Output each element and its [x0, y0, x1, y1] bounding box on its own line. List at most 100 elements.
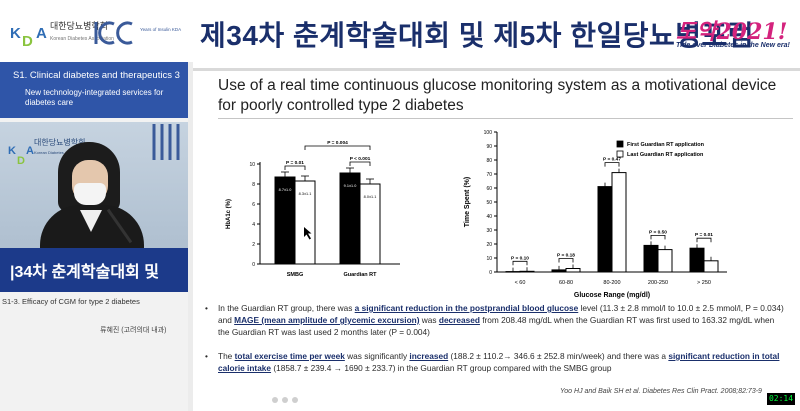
- y-tick-label: 0: [489, 270, 492, 276]
- significance-bracket: [604, 162, 620, 167]
- legend-swatch: [616, 150, 624, 158]
- significance-bracket: [284, 165, 306, 170]
- p-value-label: P = 0.18: [557, 253, 575, 259]
- x-category-label: < 60: [515, 280, 526, 286]
- kda-name: 대한당뇨병학회 Korean Diabetes Association: [50, 21, 114, 42]
- time-spent-chart: 0 10 20 30 40 50 60 70 80 90 100 Time Spent (%) Gluc…: [464, 130, 727, 299]
- bullet-dot: •: [205, 303, 208, 313]
- bar: [643, 244, 659, 273]
- bar: [519, 270, 535, 273]
- speaker-mask: [74, 183, 106, 205]
- y-tick-label: 10: [486, 256, 492, 262]
- svg-text:D: D: [17, 155, 25, 166]
- control-dot-icon[interactable]: [272, 397, 278, 403]
- svg-text:D: D: [22, 33, 33, 48]
- p-value-label: P = 0.01: [695, 232, 713, 238]
- icd-subtitle: Years of Insulin KDA: [140, 27, 182, 32]
- p-value-label: P = 0.004: [327, 140, 348, 146]
- bar-value-label: 8.3±1.1: [299, 192, 312, 196]
- speaker-name: 류혜진 (고려의대 내과): [100, 327, 167, 334]
- session-subtitle: New technology-integrated services for d…: [25, 88, 164, 107]
- x-category-label: 60-80: [559, 280, 573, 286]
- legend-label: Last Guardian RT application: [627, 152, 704, 158]
- kda-logo-icon: K D A: [10, 25, 47, 48]
- p-value-label: P = 0.50: [649, 229, 667, 235]
- p-value-label: P = 0.10: [511, 255, 529, 261]
- bar: [689, 247, 705, 273]
- video-timer: 02:14: [767, 393, 795, 405]
- video-kda-name: 대한당뇨병학회 Korean Diabetes Association: [34, 138, 86, 155]
- video-banner-text: |34차 춘계학술대회 및: [10, 264, 159, 281]
- control-dot-icon[interactable]: [282, 397, 288, 403]
- bar-value-label: 8.7±1.0: [279, 188, 292, 192]
- significance-bracket: [696, 237, 712, 243]
- svg-text:K: K: [8, 145, 16, 157]
- citation: Yoo HJ and Baik SH et al. Diabetes Res C…: [560, 388, 762, 395]
- x-category-label: 200-250: [648, 280, 668, 286]
- y-tick-label: 70: [486, 172, 492, 178]
- y-tick-label: 80: [486, 158, 492, 164]
- x-category-label: Guardian RT: [343, 272, 377, 278]
- hba1c-chart: 0 2 4 6 8 10 HbA1c (%) SMBG Guardian RT 8.7±1.0 8…: [226, 140, 400, 278]
- video-kda-logo-icon: K D A: [8, 145, 34, 166]
- icd-logo-icon: [94, 21, 133, 45]
- significance-bracket: [304, 145, 371, 150]
- bullet-1: • In the Guardian RT group, there was a …: [205, 302, 787, 338]
- bar: [657, 249, 673, 273]
- y-tick-label: 90: [486, 144, 492, 150]
- p-value-label: P < 0.001: [350, 156, 371, 162]
- x-category-label: SMBG: [287, 272, 304, 278]
- bullet-2-text: The total exercise time per week was sig…: [218, 351, 780, 373]
- y-tick-label: 4: [252, 222, 255, 228]
- significance-bracket: [349, 161, 371, 166]
- y-tick-label: 40: [486, 214, 492, 220]
- y-tick-label: 20: [486, 242, 492, 248]
- bar: [611, 172, 627, 273]
- y-axis-label: Time Spent (%): [464, 177, 471, 227]
- y-tick-label: 2: [252, 242, 255, 248]
- x-category-label: 80-200: [603, 280, 620, 286]
- y-tick-label: 6: [252, 202, 255, 208]
- bullet-2: • The total exercise time per week was s…: [205, 350, 787, 386]
- session-title: S1. Clinical diabetes and therapeutics 3: [13, 70, 180, 81]
- x-axis-label: Glucose Range (mg/dl): [574, 292, 650, 299]
- svg-text:A: A: [26, 145, 34, 157]
- x-category-label: > 250: [697, 280, 711, 286]
- control-dot-icon[interactable]: [292, 397, 298, 403]
- legend-label: First Guardian RT application: [627, 142, 705, 148]
- p-value-label: P = 0.47: [603, 157, 621, 163]
- video-backdrop-logo-icon: [152, 124, 180, 160]
- y-tick-label: 10: [249, 162, 255, 168]
- y-tick-label: 8: [252, 182, 255, 188]
- slide-title: Use of a real time continuous glucose mo…: [218, 77, 777, 114]
- svg-text:A: A: [36, 25, 47, 42]
- y-axis-label: HbA1c (%): [226, 199, 232, 229]
- media-controls[interactable]: [270, 395, 330, 405]
- bar: [551, 269, 567, 273]
- significance-bracket: [558, 258, 574, 263]
- slide-divider: [218, 118, 793, 119]
- event-logo: 도약2021!: [676, 19, 788, 45]
- svg-text:K: K: [10, 25, 21, 42]
- legend-swatch: [616, 140, 624, 148]
- bar: [505, 271, 521, 273]
- significance-bracket: [512, 260, 528, 266]
- session-box: [0, 62, 188, 118]
- y-tick-label: 30: [486, 228, 492, 234]
- bar: [597, 186, 613, 273]
- video-banner: [0, 248, 188, 292]
- bar-value-label: 8.0±1.1: [364, 195, 377, 199]
- conference-title: 제34차 춘계학술대회 및 제5차 한일당뇨병포럼: [200, 20, 755, 51]
- event-tagline: Tide over Diabetes in the New era!: [676, 42, 790, 49]
- bar: [565, 268, 581, 273]
- y-tick-label: 0: [252, 262, 255, 268]
- broadcast-header: K D A 대한당뇨병학회 Korean Diabetes Associatio…: [0, 0, 800, 62]
- mouse-cursor-icon: [304, 227, 312, 240]
- p-value-label: P = 0.01: [286, 160, 304, 166]
- y-tick-label: 100: [484, 130, 493, 136]
- y-tick-label: 50: [486, 200, 492, 206]
- talk-title: S1-3. Efficacy of CGM for type 2 diabete…: [2, 297, 140, 306]
- slide-top-bar: [193, 68, 800, 71]
- bullet-dot: •: [205, 351, 208, 361]
- bar: [703, 260, 719, 273]
